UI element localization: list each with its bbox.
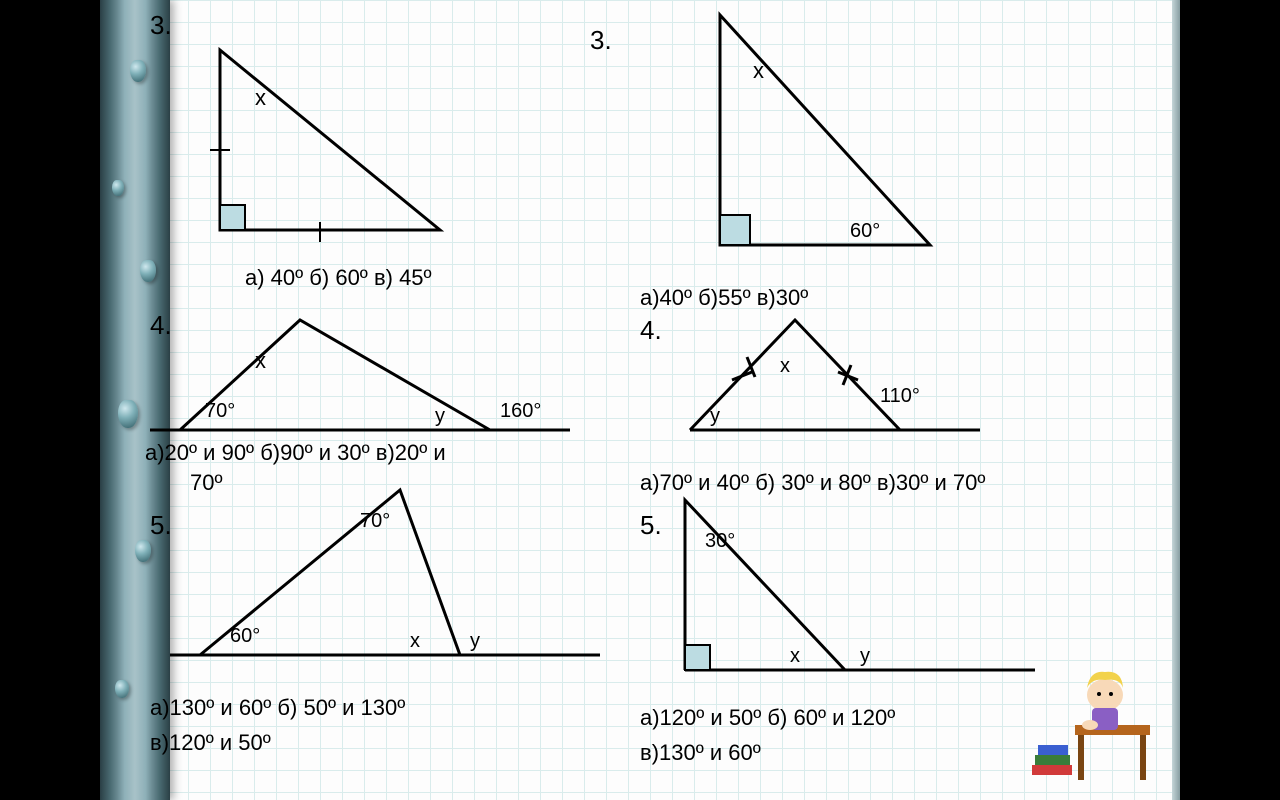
q5-left-ans2: в)120º и 50º <box>150 730 271 756</box>
q4-right-answers: а)70º и 40º б) 30º и 80º в)30º и 70º <box>640 470 985 496</box>
q4-left-70: 70° <box>205 400 235 423</box>
q3-left-number: 3. <box>150 10 172 41</box>
q4-left-ans1: а)20º и 90º б)90º и 30º в)20º и <box>145 440 446 466</box>
q5-right-x: x <box>790 645 800 668</box>
q4-left-160: 160° <box>500 400 541 423</box>
q3-left-figure <box>220 50 460 250</box>
q4-left-y: y <box>435 405 445 428</box>
q4-left-number: 4. <box>150 310 172 341</box>
student-cartoon <box>1020 640 1170 790</box>
q5-left-60: 60° <box>230 625 260 648</box>
q3-right-number: 3. <box>590 25 612 56</box>
q5-right-y: y <box>860 645 870 668</box>
q3-left-answers: а) 40º б) 60º в) 45º <box>245 265 432 291</box>
q5-left-ans1: а)130º и 60º б) 50º и 130º <box>150 695 405 721</box>
q5-right-ans2: в)130º и 60º <box>640 740 761 766</box>
q4-right-number: 4. <box>640 315 662 346</box>
q3-right-figure <box>720 15 960 265</box>
q4-right-y: y <box>710 405 720 428</box>
q5-right-30: 30° <box>705 530 735 553</box>
q3-right-x: x <box>753 58 764 84</box>
q5-right-number: 5. <box>640 510 662 541</box>
q5-left-number: 5. <box>150 510 172 541</box>
q5-right-figure <box>685 500 1065 690</box>
q5-left-x: x <box>410 630 420 653</box>
q3-left-x: x <box>255 85 266 111</box>
q5-right-ans1: а)120º и 50º б) 60º и 120º <box>640 705 895 731</box>
q5-left-y: y <box>470 630 480 653</box>
q4-left-x: x <box>255 348 266 374</box>
q4-left-figure <box>180 320 610 450</box>
q4-right-figure <box>690 320 1010 450</box>
q4-right-x: x <box>780 355 790 378</box>
q3-right-60: 60° <box>850 220 880 243</box>
q3-right-answers: а)40º б)55º в)30º <box>640 285 808 311</box>
q4-right-110: 110° <box>880 385 920 408</box>
q5-left-70: 70° <box>360 510 390 533</box>
